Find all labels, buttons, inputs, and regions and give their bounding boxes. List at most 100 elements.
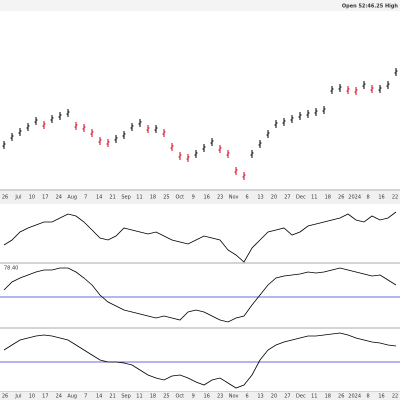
x-tick-label: Aug: [67, 195, 77, 201]
x-tick-label: 11: [136, 195, 142, 201]
price-bar: [346, 86, 350, 94]
x-tick-label: 22: [392, 394, 398, 400]
price-bar: [34, 117, 38, 125]
x-tick-label: 25: [163, 394, 169, 400]
x-tick-label: Sep: [121, 394, 130, 400]
x-tick-label: Jul: [14, 394, 21, 400]
price-bar: [258, 140, 262, 148]
x-tick-label: 14: [96, 195, 102, 201]
x-tick-label: 26: [2, 195, 8, 201]
x-tick-label: 23: [217, 195, 223, 201]
price-bar: [130, 123, 134, 131]
price-bar: [250, 150, 254, 158]
x-tick-label: Oct: [175, 195, 184, 201]
x-tick-label: 23: [217, 394, 223, 400]
price-bar: [138, 119, 142, 127]
x-tick-label: 2024: [348, 195, 361, 201]
x-tick-label: 25: [163, 195, 169, 201]
price-bar: [178, 152, 182, 160]
price-bar: [330, 86, 334, 94]
x-tick-label: 20: [271, 394, 277, 400]
x-tick-label: 21: [109, 195, 115, 201]
x-tick-label: 18: [325, 394, 331, 400]
x-tick-label: 16: [204, 394, 210, 400]
x-tick-label: 20: [271, 195, 277, 201]
x-tick-label: 9: [192, 195, 195, 201]
price-bar: [146, 125, 150, 133]
x-tick-label: 6: [245, 394, 248, 400]
price-bar: [10, 133, 14, 141]
x-tick-label: 8: [367, 195, 370, 201]
price-bar: [202, 144, 206, 152]
x-tick-label: 7: [84, 394, 87, 400]
price-bar: [98, 137, 102, 145]
price-bar: [274, 120, 278, 128]
x-tick-label: 14: [96, 394, 102, 400]
x-tick-label: 21: [109, 394, 115, 400]
price-bar: [282, 118, 286, 126]
price-bar: [186, 154, 190, 162]
price-bar: [170, 143, 174, 151]
header-text: Open 52:46.25 High: [342, 4, 399, 10]
price-bar: [194, 150, 198, 158]
x-tick-label: 11: [311, 195, 317, 201]
x-tick-label: 16: [204, 195, 210, 201]
indicator-line: [3, 211, 397, 263]
date-strip: [0, 191, 400, 204]
price-bar: [322, 106, 326, 114]
x-tick-label: 18: [150, 195, 156, 201]
x-tick-label: 10: [29, 195, 35, 201]
x-tick-label: Dec: [296, 394, 306, 400]
x-tick-label: 8: [367, 394, 370, 400]
x-tick-label: Aug: [67, 394, 77, 400]
price-bar: [66, 109, 70, 117]
x-tick-label: 7: [84, 195, 87, 201]
x-tick-label: 26: [2, 394, 8, 400]
x-tick-label: 17: [42, 195, 48, 201]
price-bar: [18, 128, 22, 136]
x-tick-label: 2024: [348, 394, 361, 400]
price-bar: [234, 167, 238, 175]
x-tick-label: Oct: [175, 394, 184, 400]
price-bar: [154, 125, 158, 133]
x-tick-label: 26: [338, 195, 344, 201]
x-tick-label: 24: [56, 195, 62, 201]
price-bar: [354, 87, 358, 95]
x-tick-label: 26: [338, 394, 344, 400]
price-bar: [378, 85, 382, 93]
x-tick-label: Jul: [14, 195, 21, 201]
price-bar: [242, 172, 246, 180]
x-tick-label: 13: [257, 195, 263, 201]
price-bar: [106, 139, 110, 147]
price-bar: [338, 84, 342, 92]
price-bar: [370, 85, 374, 93]
price-bar: [306, 110, 310, 118]
header-bar: [0, 0, 400, 11]
x-tick-label: Nov: [229, 195, 239, 201]
x-tick-label: 22: [392, 195, 398, 201]
x-tick-label: Nov: [229, 394, 239, 400]
price-bar: [50, 115, 54, 123]
price-bar: [290, 115, 294, 123]
price-bar: [58, 112, 62, 120]
price-bar: [90, 129, 94, 137]
x-tick-label: 18: [150, 394, 156, 400]
x-tick-label: Dec: [296, 195, 306, 201]
x-tick-label: 27: [284, 394, 290, 400]
price-bar: [386, 81, 390, 89]
price-bar: [162, 129, 166, 137]
x-tick-label: 11: [311, 394, 317, 400]
price-bar: [26, 123, 30, 131]
date-strip: [0, 392, 400, 400]
price-bar: [74, 122, 78, 130]
x-tick-label: 6: [245, 195, 248, 201]
indicator-line: [3, 267, 397, 323]
price-bar: [122, 131, 126, 139]
x-tick-label: 10: [29, 394, 35, 400]
x-tick-label: 18: [325, 195, 331, 201]
x-tick-label: 24: [56, 394, 62, 400]
price-bar: [42, 121, 46, 129]
price-bar: [298, 112, 302, 120]
price-bar: [394, 68, 398, 76]
x-tick-label: 17: [42, 394, 48, 400]
